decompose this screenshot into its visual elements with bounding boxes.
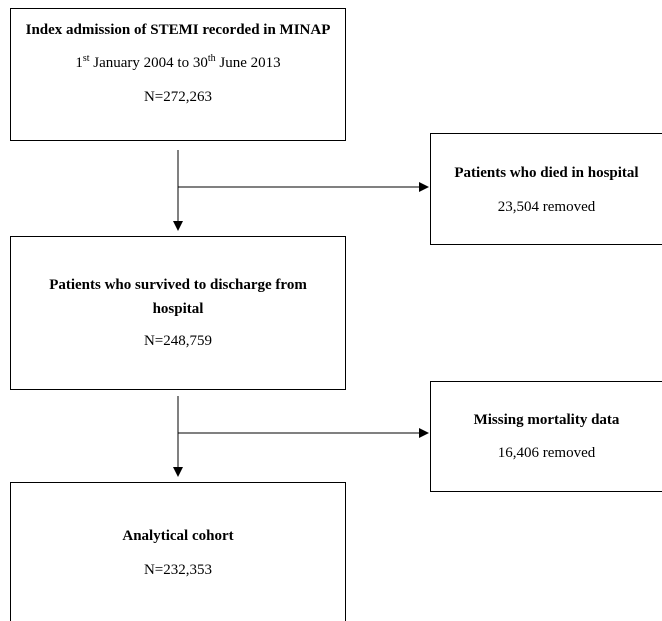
box-title: Missing mortality data bbox=[473, 412, 620, 428]
box-title: Patients who survived to discharge from … bbox=[49, 277, 307, 317]
box-title: Index admission of STEMI recorded in MIN… bbox=[25, 22, 331, 38]
arrow-head bbox=[419, 428, 429, 438]
date-range: 1st January 2004 to 30th June 2013 bbox=[25, 51, 331, 75]
box: Missing mortality data 16,406 removed bbox=[430, 381, 662, 492]
box-title: Analytical cohort bbox=[122, 528, 234, 544]
box: Patients who survived to discharge from … bbox=[10, 236, 346, 390]
box-title: Patients who died in hospital bbox=[454, 165, 639, 181]
text: 1 bbox=[75, 55, 83, 71]
text: June 2013 bbox=[215, 55, 281, 71]
arrow-head bbox=[173, 467, 183, 477]
box: Analytical cohort N=232,353 bbox=[10, 482, 346, 621]
note: 23,504 removed bbox=[497, 199, 596, 215]
arrow-head bbox=[173, 221, 183, 231]
note: 16,406 removed bbox=[497, 445, 596, 461]
superscript: st bbox=[82, 53, 90, 64]
count: N=272,263 bbox=[143, 89, 213, 105]
text: January 2004 to 30 bbox=[89, 55, 208, 71]
count: N=248,759 bbox=[143, 333, 213, 349]
count: N=232,353 bbox=[143, 562, 213, 578]
box: Index admission of STEMI recorded in MIN… bbox=[10, 8, 346, 141]
box: Patients who died in hospital 23,504 rem… bbox=[430, 133, 662, 245]
superscript: th bbox=[207, 53, 216, 64]
arrow-head bbox=[419, 182, 429, 192]
